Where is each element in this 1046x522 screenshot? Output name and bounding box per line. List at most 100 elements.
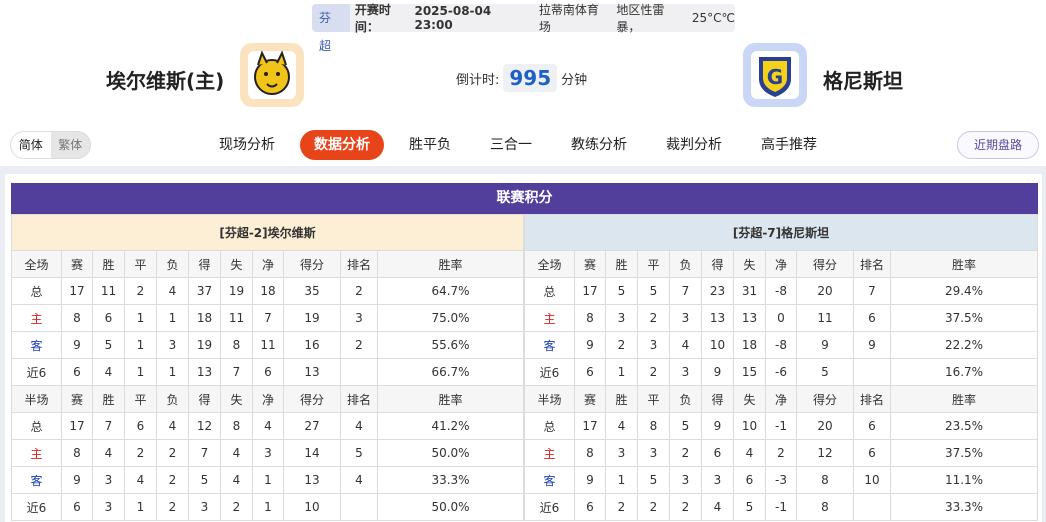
- table-cell: 客: [524, 466, 575, 494]
- table-cell: 33.3%: [377, 466, 524, 494]
- table-cell: 33.3%: [890, 493, 1038, 521]
- table-cell: 18: [733, 331, 766, 359]
- table-cell: 1: [252, 493, 284, 521]
- table-cell: 客: [524, 331, 575, 359]
- column-header: 排名: [340, 385, 378, 413]
- table-cell: 2: [765, 439, 797, 467]
- away-team-logo[interactable]: G: [743, 43, 807, 107]
- table-cell: 3: [701, 466, 734, 494]
- table-cell: 12: [188, 412, 221, 440]
- column-header: 净: [765, 385, 797, 413]
- svg-text:G: G: [767, 65, 783, 89]
- table-cell: 6: [853, 412, 891, 440]
- table-cell: 37.5%: [890, 304, 1038, 332]
- column-header: 净: [252, 250, 284, 278]
- home-team-name[interactable]: 埃尔维斯(主): [106, 69, 225, 93]
- table-cell: 3: [669, 358, 702, 386]
- table-cell: 17: [574, 412, 606, 440]
- column-header: 平: [124, 250, 157, 278]
- table-cell: 9: [574, 466, 606, 494]
- column-header: 失: [220, 385, 253, 413]
- table-cell: 37.5%: [890, 439, 1038, 467]
- table-cell: 9: [61, 466, 93, 494]
- table-cell: 2: [124, 439, 157, 467]
- table-cell: 2: [637, 304, 670, 332]
- tab-three-in-one[interactable]: 三合一: [490, 137, 532, 153]
- table-cell: 50.0%: [377, 439, 524, 467]
- table-cell: 8: [220, 412, 253, 440]
- table-cell: 8: [61, 304, 93, 332]
- table-cell: 4: [605, 412, 638, 440]
- table-row: 客 9 1 5 3 3 6 -3 8 10 11.1%: [524, 466, 1038, 494]
- table-cell: [853, 493, 891, 521]
- column-header: 胜率: [890, 385, 1038, 413]
- countdown-value: 995: [503, 64, 558, 92]
- column-header: 全场: [524, 250, 575, 278]
- away-standings-table: [芬超-7]格尼斯坦 全场赛胜平负得失净得分 排名 胜率总 17 5 5 7 23 31 -8 20 7…: [524, 214, 1038, 521]
- tab-coach-analysis[interactable]: 教练分析: [571, 137, 627, 153]
- table-cell: 6: [701, 439, 734, 467]
- table-cell: 8: [574, 439, 606, 467]
- table-cell: 64.7%: [377, 277, 524, 305]
- table-cell: 1: [124, 358, 157, 386]
- table-cell: 29.4%: [890, 277, 1038, 305]
- table-cell: 3: [92, 466, 125, 494]
- column-header: 胜: [605, 250, 638, 278]
- table-cell: 主: [11, 304, 62, 332]
- table-cell: 总: [11, 277, 62, 305]
- column-header: 赛: [61, 250, 93, 278]
- table-row: 总 17 7 6 4 12 8 4 27 4 41.2%: [11, 412, 524, 440]
- home-team-logo[interactable]: [240, 43, 304, 107]
- column-header: 失: [733, 250, 766, 278]
- column-header: 排名: [340, 250, 378, 278]
- table-cell: 8: [796, 466, 854, 494]
- away-team-name[interactable]: 格尼斯坦: [823, 69, 903, 93]
- tab-expert-picks[interactable]: 高手推荐: [761, 137, 817, 153]
- table-cell: 11.1%: [890, 466, 1038, 494]
- table-cell: 3: [637, 331, 670, 359]
- tab-live-analysis[interactable]: 现场分析: [219, 137, 275, 153]
- table-cell: -3: [765, 466, 797, 494]
- table-cell: 75.0%: [377, 304, 524, 332]
- column-header: 赛: [574, 385, 606, 413]
- column-header: 胜: [605, 385, 638, 413]
- column-header: 平: [124, 385, 157, 413]
- table-cell: 4: [156, 277, 189, 305]
- table-cell: 2: [156, 466, 189, 494]
- table-cell: 7: [669, 277, 702, 305]
- table-row: 客 9 2 3 4 10 18 -8 9 9 22.2%: [524, 331, 1038, 359]
- table-cell: 13: [283, 466, 341, 494]
- table-cell: 4: [92, 439, 125, 467]
- table-cell: 客: [11, 466, 62, 494]
- table-cell: 3: [669, 466, 702, 494]
- match-info-bar: 芬超 开赛时间： 2025-08-04 23:00 拉蒂南体育场 地区性雷暴， …: [312, 3, 735, 53]
- table-cell: 20: [796, 277, 854, 305]
- home-standings-table: [芬超-2]埃尔维斯 全场赛胜平负得失净得分 排名 胜率总 17 11 2 4 37 19 18 35…: [11, 214, 524, 521]
- lang-traditional[interactable]: 繁体: [58, 138, 83, 152]
- tab-win-draw-lose[interactable]: 胜平负: [409, 137, 451, 153]
- table-cell: 总: [524, 412, 575, 440]
- table-cell: 11: [252, 331, 284, 359]
- table-cell: 4: [92, 358, 125, 386]
- table-cell: 5: [605, 277, 638, 305]
- table-cell: 6: [853, 304, 891, 332]
- column-header: 得分: [796, 250, 854, 278]
- column-header: 负: [156, 385, 189, 413]
- countdown-unit: 分钟: [561, 72, 588, 88]
- column-header: 半场: [11, 385, 62, 413]
- column-header: 得: [701, 250, 734, 278]
- lang-simplified[interactable]: 简体: [11, 132, 51, 158]
- table-cell: 5: [637, 277, 670, 305]
- league-tag[interactable]: 芬超: [312, 4, 350, 53]
- tab-data-analysis[interactable]: 数据分析: [300, 130, 384, 160]
- g-shield-logo-icon: G: [751, 51, 799, 99]
- column-header: 得: [188, 250, 221, 278]
- recent-odds-button[interactable]: 近期盘路: [957, 131, 1039, 159]
- table-cell: 7: [188, 439, 221, 467]
- tab-referee-analysis[interactable]: 裁判分析: [666, 137, 722, 153]
- table-cell: 总: [11, 412, 62, 440]
- table-cell: 20: [796, 412, 854, 440]
- column-header: 得分: [283, 250, 341, 278]
- table-cell: 13: [701, 304, 734, 332]
- table-cell: 9: [701, 358, 734, 386]
